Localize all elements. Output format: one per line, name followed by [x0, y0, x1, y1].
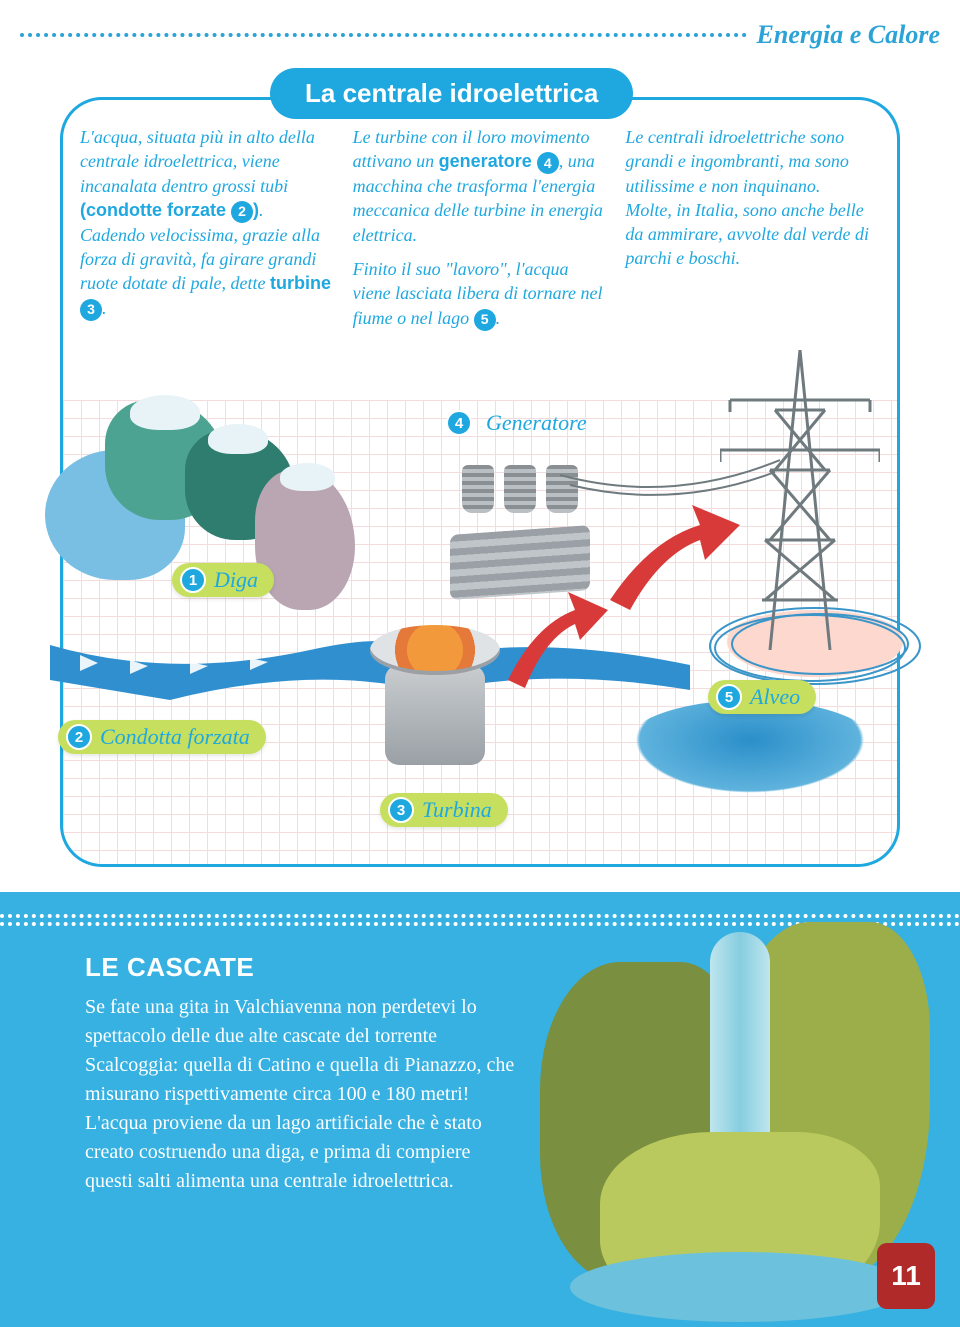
- inline-badge-2: 2: [231, 201, 253, 223]
- turbine-body: [385, 665, 485, 765]
- snowcap-shape: [208, 424, 268, 454]
- col1-text: L'acqua, situata più in alto della centr…: [80, 127, 315, 196]
- label-badge-2: 2: [66, 724, 92, 750]
- col2-period2: .: [496, 308, 501, 328]
- lower-title: LE CASCATE: [85, 952, 515, 983]
- label-badge-3: 3: [388, 797, 414, 823]
- label-text-turbina: Turbina: [422, 797, 492, 823]
- pool-shape: [570, 1252, 910, 1322]
- transformer-coil: [462, 465, 494, 513]
- flow-arrow-icon: [500, 590, 610, 690]
- inline-badge-3: 3: [80, 299, 102, 321]
- snowcap-shape: [280, 463, 335, 491]
- intro-col-2: Le turbine con il loro movimento attivan…: [353, 125, 608, 331]
- lower-body-text: Se fate una gita in Valchiavenna non per…: [85, 993, 515, 1196]
- main-title-pill: La centrale idroelettrica: [270, 68, 633, 119]
- diagram-label-turbina: 3 Turbina: [380, 793, 508, 827]
- snowcap-shape: [130, 395, 200, 430]
- transformer-base: [450, 525, 590, 600]
- col1-bold: (condotte forzate: [80, 200, 231, 220]
- col3-p1: Le centrali idroelettriche sono grandi e…: [625, 125, 880, 198]
- intro-col-3: Le centrali idroelettriche sono grandi e…: [625, 125, 880, 331]
- dotted-separator: [0, 914, 960, 918]
- label-text-condotta: Condotta forzata: [100, 724, 250, 750]
- turbine-illustration: [370, 625, 500, 775]
- flow-arrow-icon: [600, 500, 740, 620]
- diagram-label-diga: 1 Diga: [172, 563, 274, 597]
- label-text-diga: Diga: [214, 567, 258, 593]
- label-badge-5: 5: [716, 684, 742, 710]
- header-title: Energia e Calore: [757, 20, 940, 50]
- diagram-label-condotta: 2 Condotta forzata: [58, 720, 266, 754]
- col1-period: .: [259, 200, 264, 220]
- outflow-pond: [620, 700, 880, 800]
- col1-bold2: turbine: [270, 273, 331, 293]
- header-dotted-line: [20, 33, 747, 37]
- lower-section: LE CASCATE Se fate una gita in Valchiave…: [0, 892, 960, 1327]
- intro-col-1: L'acqua, situata più in alto della centr…: [80, 125, 335, 331]
- section-header: Energia e Calore: [20, 20, 940, 50]
- inline-badge-5: 5: [474, 309, 496, 331]
- label-text-alveo: Alveo: [750, 684, 800, 710]
- diagram-label-alveo: 5 Alveo: [708, 680, 816, 714]
- page-number-badge: 11: [877, 1243, 935, 1309]
- intro-columns: L'acqua, situata più in alto della centr…: [80, 125, 880, 331]
- turbine-rotor: [370, 625, 500, 675]
- label-badge-4: 4: [446, 410, 472, 436]
- col1-period2: .: [102, 298, 107, 318]
- label-badge-1: 1: [180, 567, 206, 593]
- col3-p2: Molte, in Italia, sono anche belle da am…: [625, 198, 880, 271]
- diagram-label-generatore: 4 Generatore: [446, 410, 587, 436]
- label-text-generatore: Generatore: [486, 410, 587, 436]
- inline-badge-4: 4: [537, 152, 559, 174]
- waterfall-illustration: [540, 922, 930, 1322]
- transformer-coil: [504, 465, 536, 513]
- lower-content: LE CASCATE Se fate una gita in Valchiave…: [85, 952, 515, 1196]
- col2-bold: generatore: [439, 151, 537, 171]
